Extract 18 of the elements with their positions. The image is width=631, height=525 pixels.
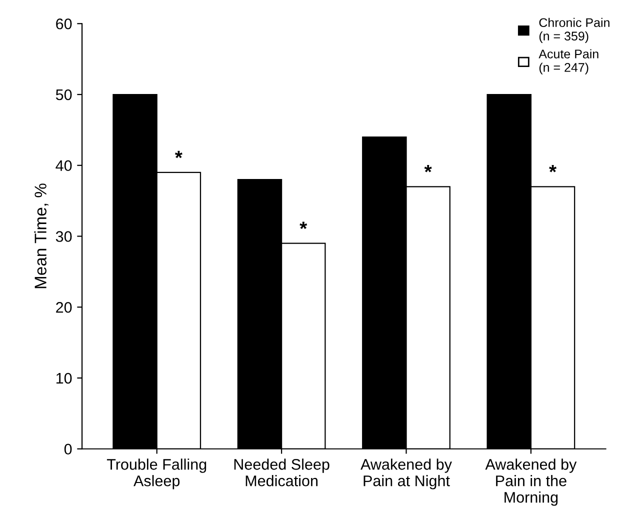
y-tick-label: 60 <box>56 18 72 30</box>
y-tick-label: 40 <box>56 160 72 172</box>
x-tick-label: Needed Sleep Medication <box>234 458 330 486</box>
y-tick-label: 10 <box>56 372 72 384</box>
x-tick-label: Awakened by Pain in the Morning <box>485 458 577 506</box>
y-tick-label: 50 <box>56 89 72 100</box>
legend-label: Acute Pain (n = 247) <box>538 49 598 74</box>
annotation: * <box>424 165 432 172</box>
y-axis-title: Mean Time, % <box>34 184 48 288</box>
y-tick-label: 0 <box>64 444 72 455</box>
y-tick-label: 30 <box>56 231 72 242</box>
annotation: * <box>549 165 557 172</box>
annotation: * <box>300 222 308 229</box>
legend-label: Chronic Pain (n = 359) <box>539 18 610 43</box>
x-tick-label: Awakened by Pain at Night <box>360 458 452 490</box>
y-tick-label: 20 <box>56 302 72 313</box>
x-tick-label: Trouble Falling Asleep <box>106 458 206 490</box>
annotation: * <box>174 150 182 158</box>
